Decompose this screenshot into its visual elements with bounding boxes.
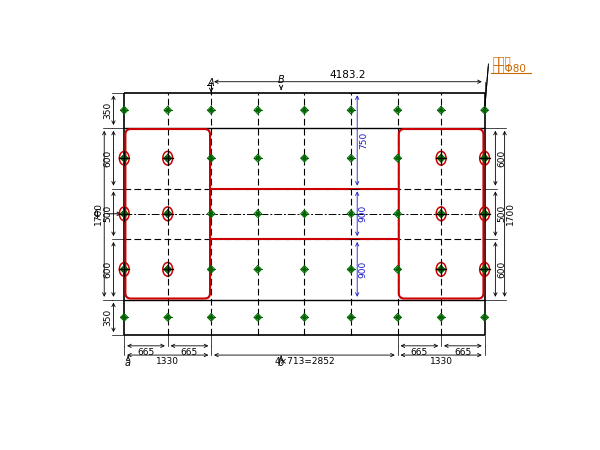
Circle shape — [440, 316, 443, 319]
Text: B: B — [278, 75, 284, 85]
Circle shape — [483, 212, 486, 216]
Circle shape — [209, 268, 213, 271]
Circle shape — [440, 157, 443, 160]
Circle shape — [396, 108, 399, 112]
Circle shape — [483, 157, 486, 160]
Text: 665: 665 — [181, 348, 198, 357]
Circle shape — [396, 268, 399, 271]
Circle shape — [440, 212, 443, 216]
Circle shape — [483, 157, 486, 160]
Circle shape — [209, 316, 213, 319]
Circle shape — [303, 268, 306, 271]
Text: 900: 900 — [359, 205, 368, 222]
Circle shape — [396, 316, 399, 319]
Circle shape — [122, 212, 126, 216]
Circle shape — [166, 157, 169, 160]
Circle shape — [303, 316, 306, 319]
Circle shape — [483, 268, 486, 271]
Circle shape — [122, 108, 126, 112]
Circle shape — [122, 316, 126, 319]
Text: 1700: 1700 — [506, 202, 515, 225]
Circle shape — [440, 268, 443, 271]
Text: 4183.2: 4183.2 — [329, 70, 366, 80]
Circle shape — [440, 157, 443, 160]
Circle shape — [166, 212, 169, 216]
Text: 600: 600 — [103, 149, 112, 167]
Text: 500: 500 — [497, 205, 506, 222]
Circle shape — [396, 157, 399, 160]
Text: 钢管桩: 钢管桩 — [493, 55, 511, 66]
Circle shape — [256, 157, 259, 160]
Circle shape — [483, 316, 486, 319]
Text: 500: 500 — [103, 205, 112, 222]
Text: 600: 600 — [497, 261, 506, 278]
Text: 600: 600 — [103, 261, 112, 278]
Circle shape — [440, 212, 443, 216]
Text: 内径Φ80: 内径Φ80 — [493, 63, 526, 73]
Circle shape — [483, 108, 486, 112]
Circle shape — [440, 108, 443, 112]
Circle shape — [256, 108, 259, 112]
Circle shape — [209, 108, 213, 112]
Circle shape — [349, 212, 353, 216]
Circle shape — [209, 157, 213, 160]
Text: 4×713=2852: 4×713=2852 — [274, 357, 335, 366]
Circle shape — [303, 212, 306, 216]
Circle shape — [166, 268, 169, 271]
Circle shape — [209, 212, 213, 216]
Circle shape — [349, 108, 353, 112]
Text: C: C — [93, 209, 100, 219]
Circle shape — [483, 212, 486, 216]
Text: 600: 600 — [497, 149, 506, 167]
Text: a: a — [125, 358, 131, 368]
Text: 350: 350 — [103, 309, 112, 326]
Text: 1330: 1330 — [156, 357, 179, 366]
Text: 1700: 1700 — [94, 202, 103, 225]
Circle shape — [483, 268, 486, 271]
Circle shape — [122, 212, 126, 216]
Circle shape — [256, 316, 259, 319]
Circle shape — [256, 268, 259, 271]
Circle shape — [122, 268, 126, 271]
Text: 350: 350 — [103, 102, 112, 119]
Text: A: A — [208, 78, 215, 88]
Circle shape — [166, 157, 169, 160]
Circle shape — [166, 212, 169, 216]
Circle shape — [440, 268, 443, 271]
Circle shape — [166, 108, 169, 112]
Circle shape — [396, 212, 399, 216]
Circle shape — [303, 157, 306, 160]
Circle shape — [303, 108, 306, 112]
Text: 665: 665 — [137, 348, 155, 357]
Text: 900: 900 — [359, 261, 368, 278]
Text: 750: 750 — [359, 132, 368, 149]
Circle shape — [256, 212, 259, 216]
Circle shape — [122, 157, 126, 160]
Circle shape — [349, 316, 353, 319]
Text: b: b — [278, 358, 284, 368]
Circle shape — [166, 316, 169, 319]
Text: 665: 665 — [411, 348, 428, 357]
Circle shape — [122, 268, 126, 271]
Circle shape — [166, 268, 169, 271]
Circle shape — [349, 268, 353, 271]
Circle shape — [122, 157, 126, 160]
Text: 665: 665 — [454, 348, 472, 357]
Circle shape — [349, 157, 353, 160]
Text: 1330: 1330 — [430, 357, 452, 366]
